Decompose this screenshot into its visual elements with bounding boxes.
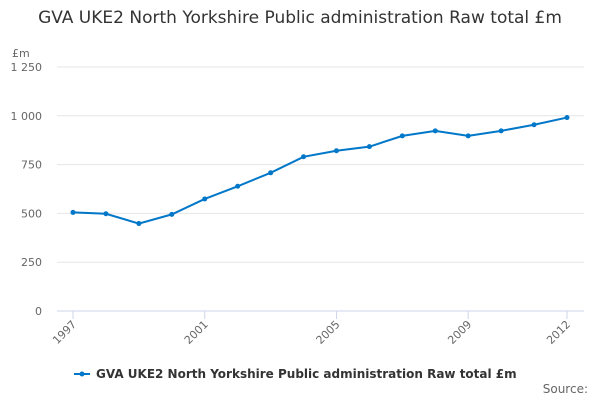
legend-item[interactable]: GVA UKE2 North Yorkshire Public administ… (96, 367, 517, 381)
data-point (531, 122, 537, 128)
x-tick-label: 2001 (182, 318, 211, 347)
y-tick-label: 750 (21, 159, 42, 172)
data-point (103, 211, 109, 217)
series-line (72, 116, 568, 225)
x-tick-label: 2012 (544, 318, 573, 347)
data-point (268, 170, 274, 176)
data-point (465, 133, 471, 139)
y-tick-label: 500 (21, 207, 42, 220)
data-point (70, 209, 76, 215)
data-point (333, 148, 339, 154)
source-credit[interactable]: Source: (542, 382, 588, 396)
x-tick-label: 2009 (445, 318, 474, 347)
y-tick-label: 1 250 (11, 61, 43, 74)
data-point (235, 183, 241, 189)
x-tick-label: 2005 (314, 318, 343, 347)
y-tick-label: 0 (35, 305, 42, 318)
data-point (169, 211, 175, 217)
data-point (432, 128, 438, 134)
data-point (301, 154, 307, 160)
data-point (136, 221, 142, 227)
chart-title: GVA UKE2 North Yorkshire Public administ… (38, 8, 562, 28)
y-axis-label: £m (12, 47, 30, 60)
data-point (399, 133, 405, 139)
y-tick-label: 250 (21, 256, 42, 269)
y-tick-label: 1 000 (11, 110, 43, 123)
data-point (564, 115, 570, 121)
x-tick-label: 1997 (50, 318, 79, 347)
legend-marker (79, 371, 85, 377)
data-point (498, 128, 504, 134)
data-point (366, 144, 372, 150)
data-point (202, 196, 208, 202)
